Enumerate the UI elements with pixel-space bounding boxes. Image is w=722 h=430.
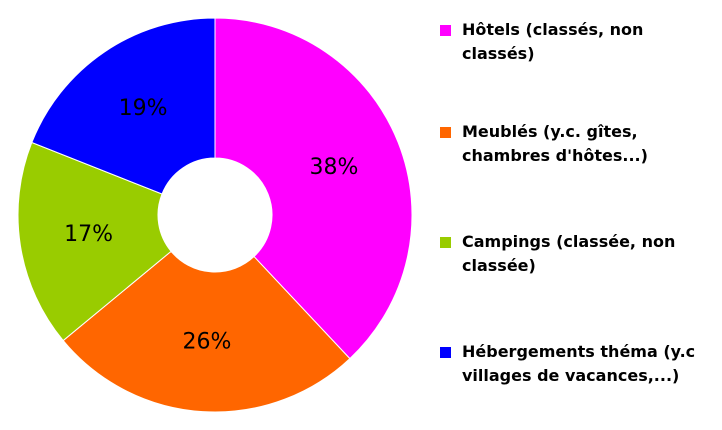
legend-swatch: [440, 347, 451, 358]
slice-label: 38%: [310, 155, 359, 180]
legend-swatch: [440, 237, 451, 248]
slice: [214, 17, 413, 360]
slice: [17, 141, 172, 342]
slice: [31, 17, 216, 195]
legend-swatch: [440, 127, 451, 138]
legend-label: Hôtels (classés, non classés): [462, 20, 644, 63]
slice-label: 19%: [119, 96, 168, 121]
legend-label: Meublés (y.c. gîtes, chambres d'hôtes...…: [462, 122, 648, 165]
legend-label: Hébergements théma (y.c villages de vaca…: [462, 342, 696, 385]
donut: 38% 26% 17% 19%: [17, 17, 413, 413]
slice-label: 26%: [183, 330, 232, 355]
legend-swatch: [440, 25, 451, 36]
slice: [62, 250, 351, 413]
legend-label: Campings (classée, non classée): [462, 232, 676, 275]
slice-label: 17%: [64, 222, 113, 247]
